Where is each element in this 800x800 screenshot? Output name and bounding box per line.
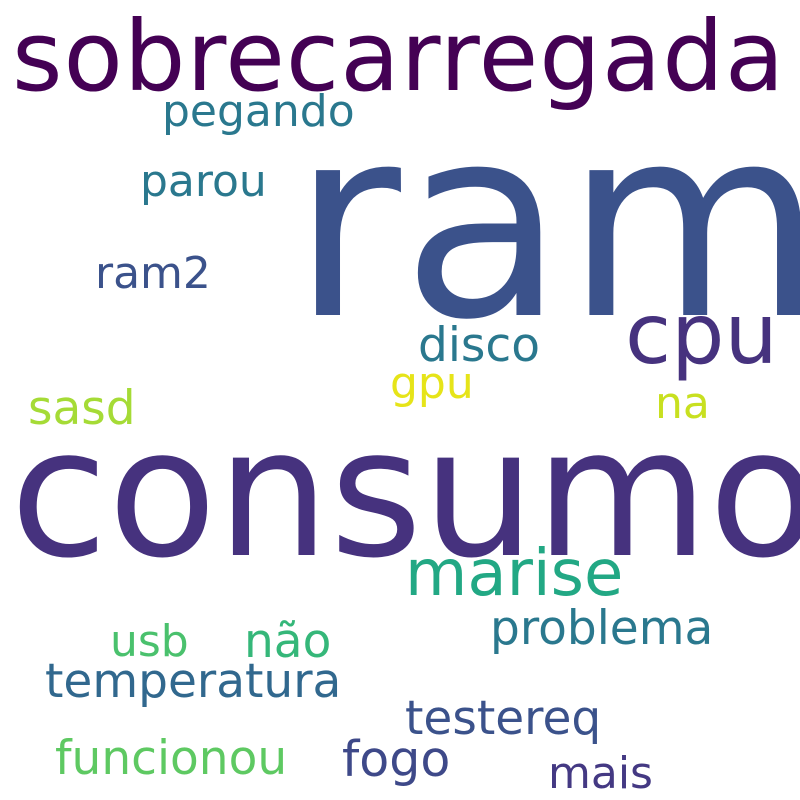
word-fogo: fogo <box>342 731 451 788</box>
word-testereq: testereq <box>405 691 602 746</box>
word-ram2: ram2 <box>95 248 211 299</box>
word-nao: não <box>244 614 332 669</box>
word-cpu: cpu <box>625 285 778 383</box>
word-usb: usb <box>110 616 189 667</box>
word-ram: ram <box>292 70 800 378</box>
word-parou: parou <box>140 156 267 207</box>
word-consumo: consumo <box>10 390 800 597</box>
word-sobrecarregada: sobrecarregada <box>12 0 786 113</box>
word-funcionou: funcionou <box>55 731 288 786</box>
word-na: na <box>655 378 710 429</box>
word-temperatura: temperatura <box>45 654 342 709</box>
word-disco: disco <box>418 318 540 373</box>
word-problema: problema <box>490 601 714 656</box>
word-pegando: pegando <box>162 86 355 137</box>
word-marise: marise <box>405 537 624 611</box>
word-sasd: sasd <box>28 381 136 436</box>
word-mais: mais <box>548 748 653 799</box>
word-gpu: gpu <box>390 358 474 409</box>
